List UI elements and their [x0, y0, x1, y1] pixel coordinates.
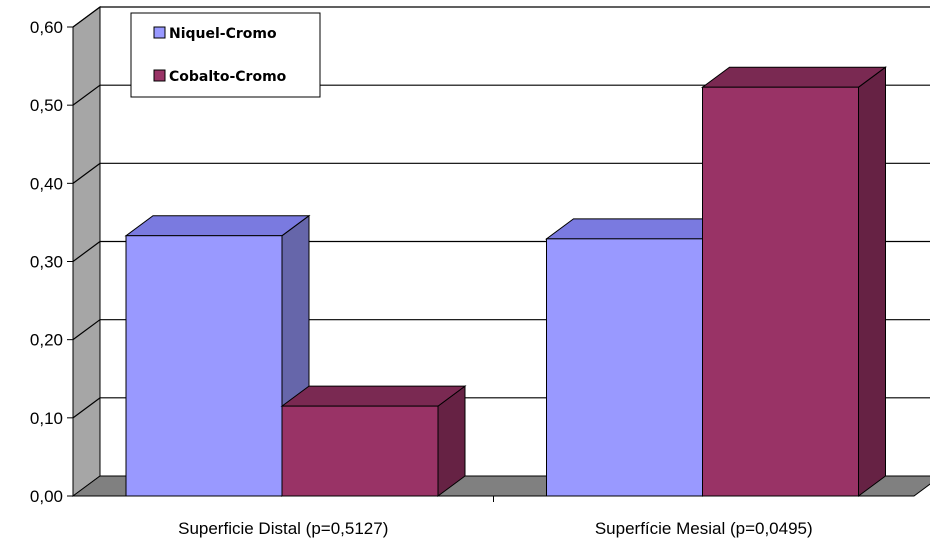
bar-side-face: [858, 66, 886, 497]
x-category-label: Superfície Mesial (p=0,0495): [595, 519, 813, 538]
gridlines: [72, 6, 930, 419]
bar-cobalto-cromo-distal: [280, 385, 467, 497]
axes-group: 0,00 0,10 0,20 0,30 0,40 0,50 0,60 Superficie D…: [30, 18, 914, 538]
y-tick-label: 0,20: [30, 331, 63, 350]
bar-top-face: [280, 385, 467, 407]
y-tick-label: 0,10: [30, 409, 63, 428]
x-category-label: Superficie Distal (p=0,5127): [178, 519, 388, 538]
bar-cobalto-cromo-mesial: [700, 66, 888, 497]
bar-top-face: [700, 66, 888, 88]
legend: Niquel-Cromo Cobalto-Cromo: [130, 12, 321, 98]
gridline: [72, 162, 930, 184]
legend-swatch-cobalto-cromo: [153, 69, 166, 82]
gridline: [72, 84, 930, 106]
y-tick-label: 0,60: [30, 18, 63, 37]
bar-front-face: [125, 235, 283, 497]
bars-group: [124, 66, 888, 497]
gridline: [72, 6, 930, 28]
legend-swatch-niquel-cromo: [153, 26, 166, 39]
bar-front-face: [281, 405, 439, 497]
y-tick-label: 0,30: [30, 253, 63, 272]
bar-top-face: [124, 215, 311, 237]
legend-label-niquel-cromo: Niquel-Cromo: [169, 26, 277, 42]
legend-label-cobalto-cromo: Cobalto-Cromo: [169, 69, 287, 85]
y-tick-label: 0,40: [30, 174, 63, 193]
y-tick-label: 0,50: [30, 96, 63, 115]
y-tick-label: 0,00: [30, 487, 63, 506]
bar-front-face: [702, 86, 859, 497]
bar-front-face: [546, 238, 703, 497]
